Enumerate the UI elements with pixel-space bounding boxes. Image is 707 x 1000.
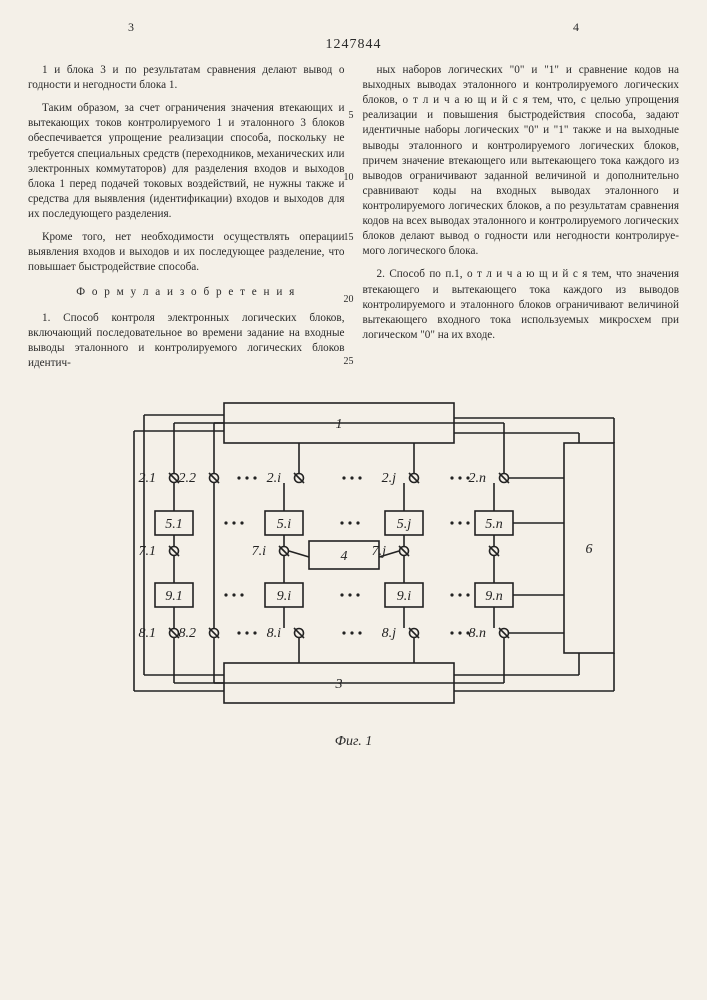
text-columns: 1 и блока 3 и по результатам срав­нения … xyxy=(28,63,679,379)
line-num: 20 xyxy=(344,293,354,307)
para: 1 и блока 3 и по результатам срав­нения … xyxy=(28,63,345,93)
svg-text:9.i: 9.i xyxy=(276,589,291,604)
para: 2. Способ по п.1, о т л и ч а ю ­щ и й с… xyxy=(363,267,680,343)
para: Кроме того, нет необходимости осуществля… xyxy=(28,230,345,275)
line-num: 10 xyxy=(344,171,354,185)
svg-text:6: 6 xyxy=(585,542,592,557)
circuit-svg: 1 3 4 6 2.1 2.2 2.i 2.j 2.n 8.1 8.2 8.i 8.j 8.n 5.1 7.1… xyxy=(74,393,634,723)
svg-text:8.j: 8.j xyxy=(381,626,396,641)
svg-text:7.i: 7.i xyxy=(251,544,266,559)
svg-text:9.i: 9.i xyxy=(396,589,411,604)
svg-text:1: 1 xyxy=(335,417,342,432)
svg-text:5.n: 5.n xyxy=(485,517,503,532)
svg-text:2.2: 2.2 xyxy=(178,471,196,486)
diagram: 1 3 4 6 2.1 2.2 2.i 2.j 2.n 8.1 8.2 8.i 8.j 8.n 5.1 7.1… xyxy=(74,393,634,750)
formula-title: Ф о р м у л а и з о б р е т е н и я xyxy=(28,285,345,300)
svg-text:5.i: 5.i xyxy=(276,517,291,532)
svg-text:2.1: 2.1 xyxy=(138,471,156,486)
para: Таким образом, за счет ограниче­ния знач… xyxy=(28,101,345,222)
svg-text:8.2: 8.2 xyxy=(178,626,196,641)
svg-text:3: 3 xyxy=(334,677,342,692)
para: ных наборов логических "0" и "1" и сравн… xyxy=(363,63,680,259)
svg-text:5.1: 5.1 xyxy=(165,517,183,532)
doc-number: 1247844 xyxy=(28,37,679,53)
svg-text:8.i: 8.i xyxy=(266,626,281,641)
svg-text:7.1: 7.1 xyxy=(138,544,156,559)
figure-label: Фиг. 1 xyxy=(74,734,634,750)
svg-text:2.j: 2.j xyxy=(381,471,396,486)
svg-text:7.j: 7.j xyxy=(371,544,386,559)
svg-text:2.n: 2.n xyxy=(468,471,486,486)
page-num-left: 3 xyxy=(128,20,134,35)
line-num: 5 xyxy=(349,109,354,123)
svg-text:4: 4 xyxy=(340,549,347,564)
para: 1. Способ контроля электронных логически… xyxy=(28,311,345,371)
svg-text:9.n: 9.n xyxy=(485,589,503,604)
svg-text:8.1: 8.1 xyxy=(138,626,156,641)
right-column: ных наборов логических "0" и "1" и сравн… xyxy=(363,63,680,379)
svg-text:9.1: 9.1 xyxy=(165,589,183,604)
line-num: 25 xyxy=(344,355,354,369)
svg-text:5.j: 5.j xyxy=(396,517,411,532)
svg-text:8.n: 8.n xyxy=(468,626,486,641)
svg-text:2.i: 2.i xyxy=(266,471,281,486)
left-column: 1 и блока 3 и по результатам срав­нения … xyxy=(28,63,345,379)
line-num: 15 xyxy=(344,231,354,245)
page-num-right: 4 xyxy=(573,20,579,35)
